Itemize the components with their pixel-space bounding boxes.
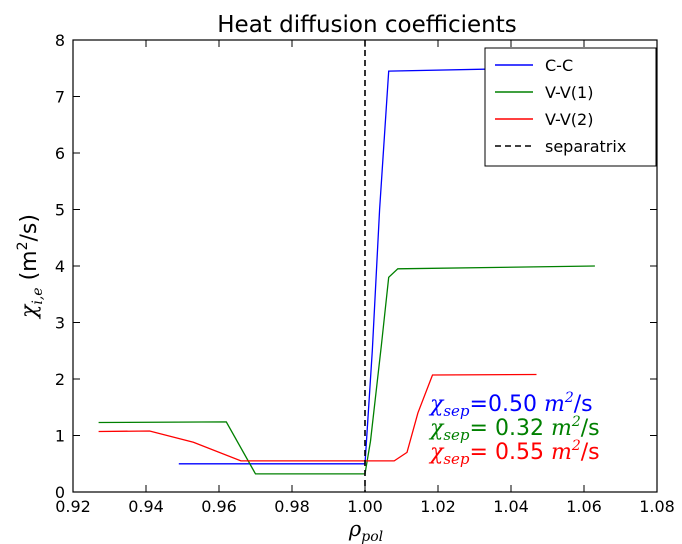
x-axis-label: ρpol	[348, 517, 383, 544]
series-line-2	[98, 265, 595, 475]
x-tick-label: 0.92	[55, 497, 91, 516]
x-tick-label: 0.98	[274, 497, 310, 516]
y-tick-label: 6	[55, 144, 65, 163]
series-line-3	[98, 373, 537, 462]
x-tick-label: 1.08	[639, 497, 675, 516]
y-tick-label: 8	[55, 31, 65, 50]
x-tick-label: 1.06	[566, 497, 602, 516]
y-tick-label: 4	[55, 257, 65, 276]
legend-label: C-C	[545, 56, 573, 75]
legend-label: V-V(2)	[545, 110, 593, 129]
y-tick-label: 5	[55, 201, 65, 220]
x-tick-label: 1.00	[347, 497, 383, 516]
y-tick-label: 7	[55, 88, 65, 107]
annotation-chi-sep: χsep=0.50 m2/s	[428, 390, 593, 420]
y-tick-label: 1	[55, 427, 65, 446]
legend-label: separatrix	[545, 137, 626, 156]
x-tick-label: 1.04	[493, 497, 529, 516]
y-axis-label: χi,e (m2/s)	[15, 214, 46, 320]
chart-title: Heat diffusion coefficients	[217, 12, 516, 38]
y-tick-label: 0	[55, 483, 65, 502]
annotation-chi-sep: χsep= 0.55 m2/s	[428, 438, 600, 468]
x-tick-label: 0.96	[201, 497, 237, 516]
x-tick-label: 1.02	[420, 497, 456, 516]
y-tick-label: 2	[55, 370, 65, 389]
y-tick-label: 3	[55, 314, 65, 333]
annotation-chi-sep: χsep= 0.32 m2/s	[428, 414, 600, 444]
series-line-1	[178, 67, 530, 465]
legend-label: V-V(1)	[545, 83, 593, 102]
legend-box	[484, 47, 657, 167]
x-tick-label: 0.94	[128, 497, 164, 516]
